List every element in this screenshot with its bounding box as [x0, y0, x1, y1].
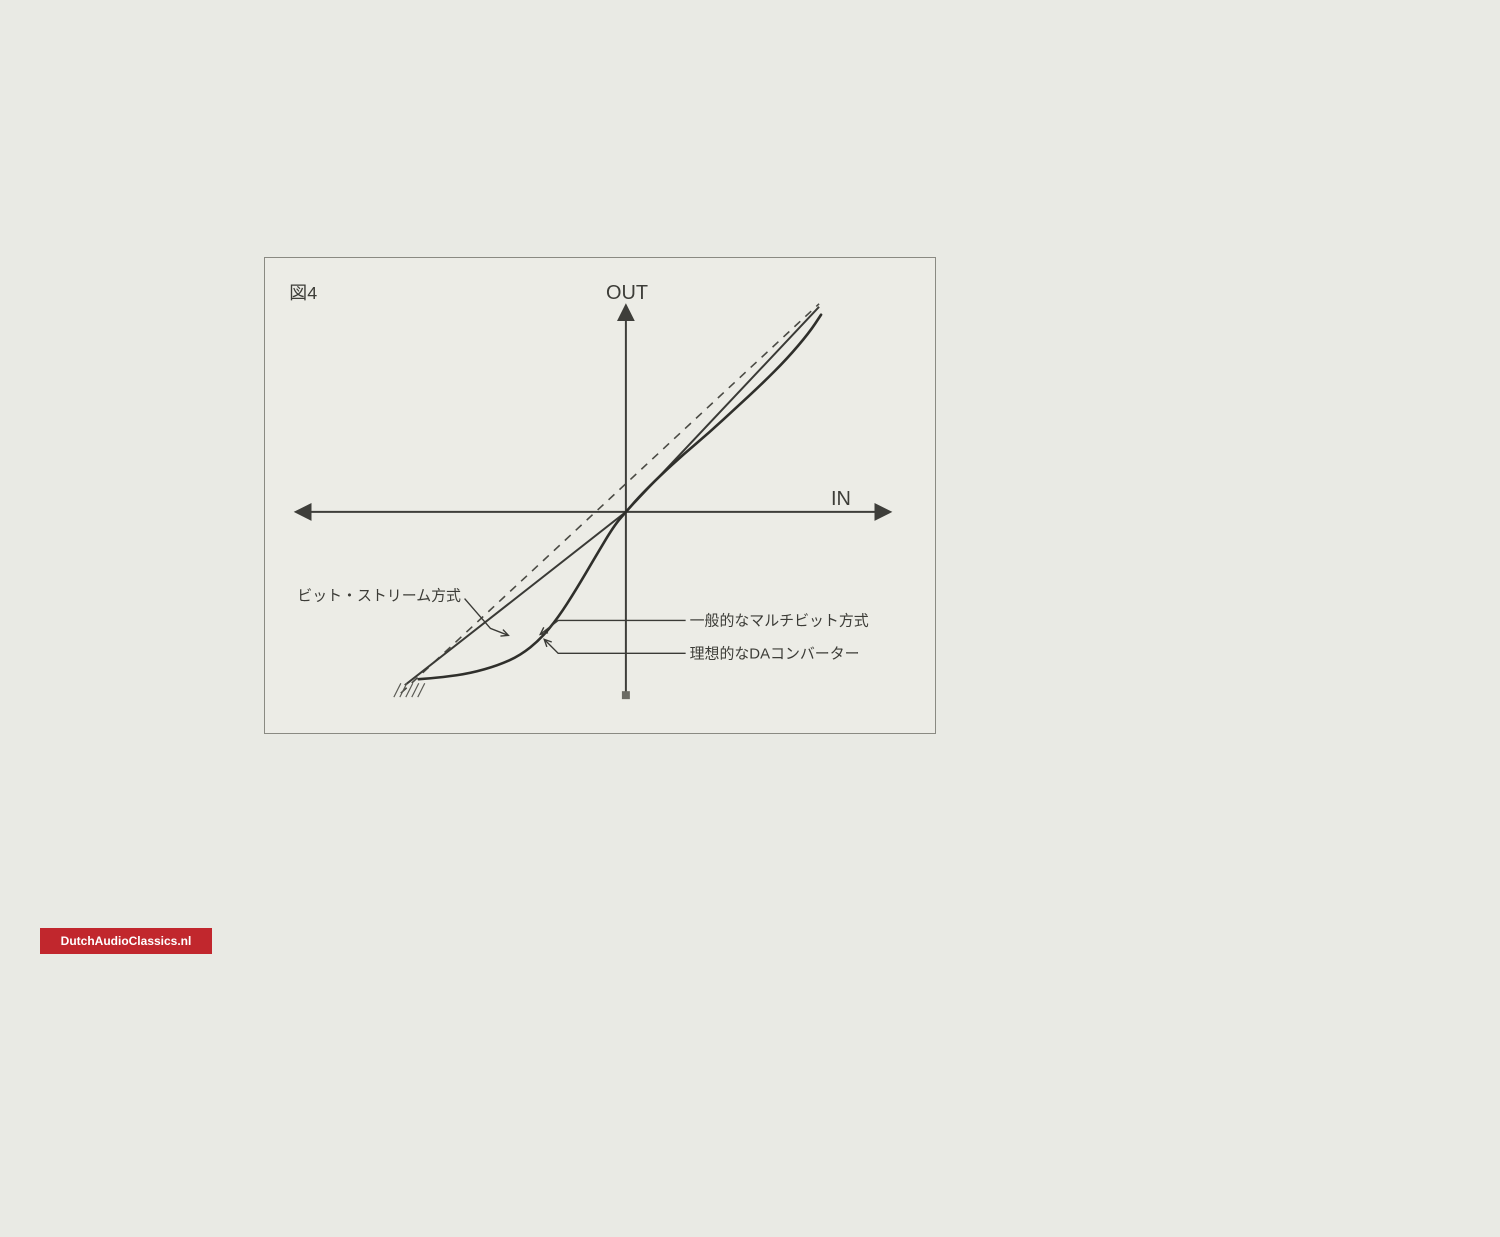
label-bitstream: ビット・ストリーム方式: [297, 588, 461, 605]
axis-label-out: OUT: [606, 282, 648, 304]
leader-bitstream: [465, 599, 509, 636]
figure-number-label: 図4: [289, 283, 317, 303]
page: 図4 OUT IN ビット・ストリーム方式一般的なマルチビット方式理想的なDAコンバー…: [0, 0, 1500, 1237]
ground-hatch: [394, 683, 425, 697]
curve-ideal-da-converter: [401, 304, 819, 693]
watermark-text: DutchAudioClassics.nl: [61, 934, 192, 948]
diagram-svg: 図4 OUT IN ビット・ストリーム方式一般的なマルチビット方式理想的なDAコンバー…: [265, 258, 935, 733]
label-multibit: 一般的なマルチビット方式: [690, 612, 869, 629]
leader-multibit: [540, 620, 685, 634]
leader-ideal: [544, 639, 685, 653]
axis-label-in: IN: [831, 488, 851, 510]
label-ideal: 理想的なDAコンバーター: [690, 645, 860, 662]
watermark-badge: DutchAudioClassics.nl: [40, 928, 212, 954]
axis-base-tick: [622, 691, 630, 699]
diagram-panel: 図4 OUT IN ビット・ストリーム方式一般的なマルチビット方式理想的なDAコンバー…: [264, 257, 936, 734]
